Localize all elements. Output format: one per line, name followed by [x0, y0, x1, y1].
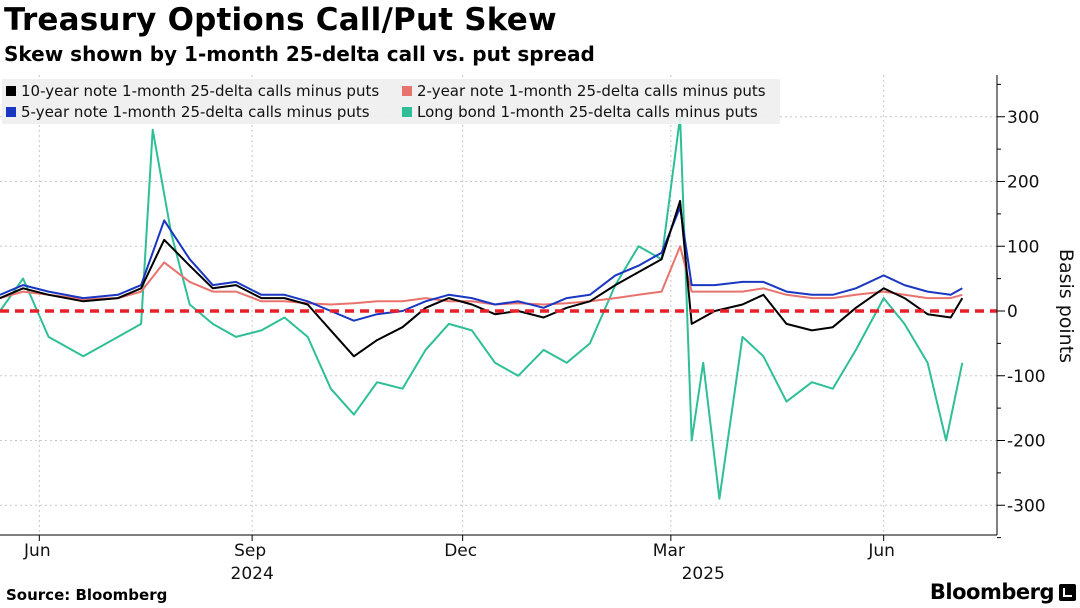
legend-label: 5-year note 1-month 25-delta calls minus…: [21, 103, 370, 121]
x-tick-label: Jun: [23, 541, 51, 561]
series-line: [0, 115, 964, 500]
legend-swatch: [402, 107, 412, 117]
legend-label: Long bond 1-month 25-delta calls minus p…: [417, 103, 758, 121]
x-tick-label: Mar: [653, 541, 685, 561]
legend-swatch: [402, 86, 412, 96]
series-layer: [0, 115, 964, 500]
legend-swatch: [6, 107, 16, 117]
bloomberg-chart-icon: [1059, 584, 1076, 601]
legend-label: 10-year note 1-month 25-delta calls minu…: [21, 82, 379, 100]
y-axis-label: Basis points: [1055, 249, 1077, 363]
legend-background: [2, 79, 780, 124]
y-tick-label: -200: [1007, 432, 1046, 452]
y-tick-label: 200: [1007, 173, 1039, 193]
y-tick-label: 100: [1007, 237, 1039, 257]
x-year-label: 2025: [682, 564, 725, 584]
chart-title: Treasury Options Call/Put Skew: [4, 2, 557, 38]
source-note: Source: Bloomberg: [6, 586, 168, 604]
series-line: [0, 199, 964, 358]
legend-swatch: [6, 86, 16, 96]
x-year-label: 2024: [231, 564, 274, 584]
legend: 10-year note 1-month 25-delta calls minu…: [2, 79, 780, 124]
y-tick-label: -100: [1007, 367, 1046, 387]
x-tick-label: Jun: [867, 541, 895, 561]
bloomberg-logo: Bloomberg: [929, 580, 1055, 604]
axes: 300 200 100 0 -100 -200 -300 Jun Sep Dec Mar Jun 202…: [0, 75, 1046, 584]
series-line: [0, 206, 963, 322]
y-tick-label: 300: [1007, 108, 1039, 128]
y-tick-label: 0: [1007, 302, 1018, 322]
chart-subtitle: Skew shown by 1-month 25-delta call vs. …: [4, 42, 595, 66]
x-tick-label: Sep: [234, 541, 266, 561]
y-tick-label: -300: [1007, 496, 1046, 516]
x-tick-label: Dec: [444, 541, 477, 561]
legend-label: 2-year note 1-month 25-delta calls minus…: [417, 82, 766, 100]
